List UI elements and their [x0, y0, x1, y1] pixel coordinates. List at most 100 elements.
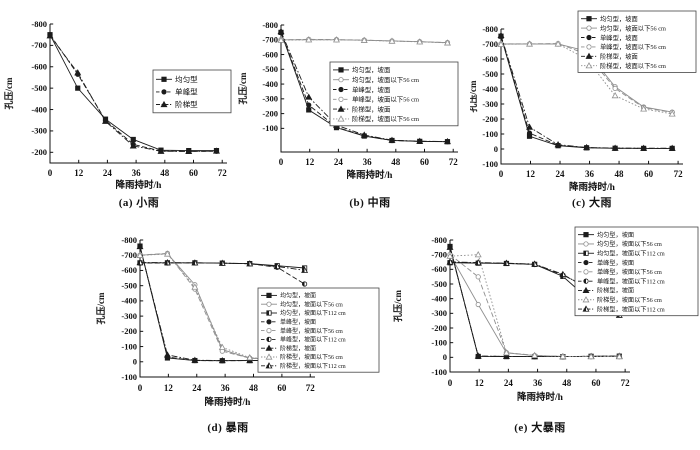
svg-text:60: 60 [420, 157, 430, 167]
svg-text:0: 0 [443, 352, 447, 362]
svg-text:24: 24 [556, 169, 566, 179]
svg-text:-300: -300 [431, 308, 447, 318]
svg-text:48: 48 [615, 169, 625, 179]
svg-text:-300: -300 [262, 94, 278, 104]
svg-text:60: 60 [277, 383, 287, 393]
chart-moderate-rain: -800 -700 -600 -500 -400 -300 -200 -100 0 12 24 36 4… [237, 0, 470, 222]
svg-text:-600: -600 [482, 54, 498, 64]
svg-text:12: 12 [305, 157, 315, 167]
svg-text:24: 24 [192, 383, 202, 393]
svg-text:均匀型: 均匀型 [175, 74, 198, 84]
chart-light-rain: -800 -700 -600 -500 -400 -300 -200 0 12 24 36 48 60 7… [0, 0, 237, 222]
svg-text:-600: -600 [262, 49, 278, 59]
svg-text:36: 36 [363, 157, 373, 167]
svg-text:-500: -500 [31, 83, 47, 93]
svg-text:-700: -700 [262, 35, 278, 45]
svg-text:-300: -300 [482, 99, 498, 109]
svg-text:24: 24 [504, 378, 513, 388]
caption-heavy-rain: (c) 大雨 [572, 197, 612, 209]
svg-text:-800: -800 [482, 24, 498, 34]
svg-text:-800: -800 [262, 20, 278, 30]
svg-text:-500: -500 [262, 64, 278, 74]
svg-text:单峰型，坡面: 单峰型，坡面 [352, 85, 391, 94]
svg-text:阶梯型，坡面以下56 cm: 阶梯型，坡面以下56 cm [352, 114, 419, 123]
svg-text:-600: -600 [31, 62, 47, 72]
svg-text:孔压/cm: 孔压/cm [95, 292, 106, 324]
svg-text:36: 36 [533, 378, 543, 388]
svg-text:0: 0 [494, 144, 498, 154]
svg-text:48: 48 [562, 378, 572, 388]
chart-heavy-rain: -800 -700 -600 -500 -400 -300 -200 -100 0 -100 0 12… [470, 0, 700, 222]
svg-text:60: 60 [591, 378, 601, 388]
svg-text:0: 0 [448, 378, 453, 388]
svg-text:-500: -500 [431, 279, 447, 289]
svg-text:12: 12 [475, 378, 485, 388]
svg-text:孔压/cm: 孔压/cm [237, 72, 248, 104]
svg-text:单峰型，坡面以下112 cm: 单峰型，坡面以下112 cm [597, 277, 665, 285]
svg-text:72: 72 [674, 169, 684, 179]
svg-text:孔压/cm: 孔压/cm [392, 290, 403, 322]
svg-text:-400: -400 [121, 296, 137, 306]
svg-text:-600: -600 [121, 265, 137, 275]
svg-text:阶梯型: 阶梯型 [175, 99, 198, 109]
svg-text:均匀型，坡面以下112 cm: 均匀型，坡面以下112 cm [280, 309, 346, 317]
svg-text:阶梯型，坡面以下56 cm: 阶梯型，坡面以下56 cm [280, 353, 343, 361]
svg-text:12: 12 [74, 168, 84, 178]
svg-text:单峰型，坡面以下56 cm: 单峰型，坡面以下56 cm [352, 95, 419, 104]
svg-text:60: 60 [189, 168, 199, 178]
svg-text:-400: -400 [262, 79, 278, 89]
svg-text:0: 0 [279, 157, 284, 167]
svg-text:单峰型，坡面以下56 cm: 单峰型，坡面以下56 cm [597, 268, 662, 276]
svg-text:48: 48 [391, 157, 401, 167]
svg-text:单峰型: 单峰型 [175, 87, 198, 97]
svg-text:-700: -700 [121, 250, 137, 260]
svg-text:降雨持时/h: 降雨持时/h [205, 396, 252, 408]
svg-text:-200: -200 [482, 114, 498, 124]
svg-text:阶梯型，坡面以下56 cm: 阶梯型，坡面以下56 cm [600, 61, 666, 70]
svg-text:阶梯型，坡面: 阶梯型，坡面 [352, 104, 391, 113]
chart-heavy-rainstorm: -800 -700 -600 -500 -400 -300 -200 -100 0 -100 0 12… [390, 222, 700, 450]
svg-text:-100: -100 [431, 337, 447, 347]
svg-text:0: 0 [48, 168, 53, 178]
svg-text:均匀型，坡面以下56 cm: 均匀型，坡面以下56 cm [600, 23, 666, 32]
svg-text:均匀型，坡面: 均匀型，坡面 [600, 14, 638, 23]
svg-text:阶梯型，坡面以下112 cm: 阶梯型，坡面以下112 cm [280, 362, 346, 370]
svg-text:0: 0 [499, 169, 504, 179]
svg-text:-100: -100 [482, 129, 498, 139]
svg-text:60: 60 [644, 169, 654, 179]
svg-text:均匀型，坡面: 均匀型，坡面 [597, 231, 634, 239]
svg-text:-400: -400 [31, 104, 47, 114]
svg-text:阶梯型，坡面: 阶梯型，坡面 [280, 344, 316, 352]
svg-text:0: 0 [138, 383, 143, 393]
svg-text:-100: -100 [262, 123, 278, 133]
svg-text:阶梯型，坡面: 阶梯型，坡面 [597, 287, 634, 295]
svg-text:72: 72 [306, 383, 316, 393]
svg-text:48: 48 [160, 168, 170, 178]
svg-text:-400: -400 [482, 84, 498, 94]
svg-text:均匀型，坡面: 均匀型，坡面 [280, 292, 316, 300]
svg-text:-100: -100 [482, 159, 498, 169]
svg-text:降雨持时/h: 降雨持时/h [116, 179, 163, 191]
svg-text:单峰型，坡面: 单峰型，坡面 [600, 33, 638, 42]
svg-text:-800: -800 [121, 235, 137, 245]
svg-text:36: 36 [132, 168, 142, 178]
svg-text:阶梯型，坡面以下56 cm: 阶梯型，坡面以下56 cm [597, 296, 662, 304]
svg-text:12: 12 [164, 383, 174, 393]
svg-text:-700: -700 [482, 39, 498, 49]
svg-text:72: 72 [621, 378, 631, 388]
svg-text:72: 72 [449, 157, 459, 167]
svg-text:均匀型，坡面以下56 cm: 均匀型，坡面以下56 cm [597, 240, 662, 248]
svg-text:孔压/cm: 孔压/cm [470, 80, 478, 112]
svg-text:阶梯型，坡面以下112 cm: 阶梯型，坡面以下112 cm [597, 305, 665, 313]
caption-heavy-rainstorm: (e) 大暴雨 [514, 422, 566, 434]
svg-text:单峰型，坡面以下56 cm: 单峰型，坡面以下56 cm [280, 327, 343, 335]
svg-text:-100: -100 [121, 341, 137, 351]
svg-text:均匀型，坡面: 均匀型，坡面 [352, 65, 391, 74]
svg-text:降雨持时/h: 降雨持时/h [347, 169, 394, 181]
svg-text:-300: -300 [121, 311, 137, 321]
svg-text:单峰型，坡面以下112 cm: 单峰型，坡面以下112 cm [280, 336, 346, 344]
svg-text:-200: -200 [121, 326, 137, 336]
chart-rainstorm: -800 -700 -600 -500 -400 -300 -200 -100 0 -100 0 12… [95, 222, 380, 450]
svg-text:-300: -300 [31, 126, 47, 136]
